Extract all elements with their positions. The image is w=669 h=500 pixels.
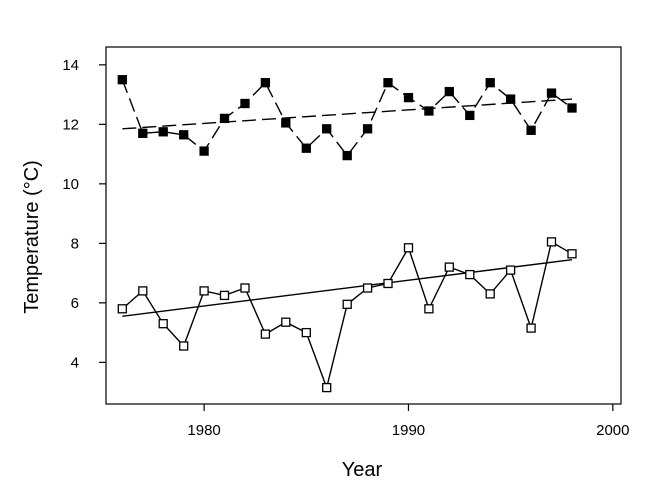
data-point — [505, 94, 516, 104]
data-point — [526, 323, 536, 333]
series-line — [121, 79, 573, 157]
trend-line — [122, 259, 573, 317]
y-tick-label: 6 — [71, 295, 79, 312]
data-point — [199, 286, 209, 296]
trend-lines — [122, 98, 573, 317]
data-point — [158, 127, 168, 137]
data-point — [281, 118, 291, 128]
data-point — [424, 106, 434, 116]
x-tick-label: 1980 — [187, 422, 220, 439]
data-point — [383, 78, 393, 88]
data-point — [485, 78, 495, 88]
data-point — [301, 143, 311, 153]
data-point — [526, 125, 536, 135]
data-point — [383, 278, 393, 289]
data-point — [567, 103, 577, 113]
data-point — [465, 110, 475, 121]
data-point — [301, 327, 311, 338]
data-point — [260, 329, 271, 339]
y-tick-label: 4 — [71, 354, 79, 371]
plot-frame — [105, 46, 622, 405]
data-point — [444, 262, 454, 272]
data-point — [403, 243, 414, 253]
y-axis-title: Temperature (°C) — [21, 160, 43, 314]
data-point — [219, 290, 230, 301]
data-series — [117, 75, 577, 393]
data-point — [485, 289, 495, 299]
data-point — [199, 146, 209, 156]
series-filled-squares — [117, 75, 577, 161]
data-point — [424, 304, 434, 314]
data-point — [505, 265, 516, 275]
data-point — [158, 319, 168, 329]
data-point — [444, 86, 454, 97]
y-tick-label: 12 — [62, 116, 79, 133]
series-open-squares — [117, 237, 577, 393]
y-tick-label: 14 — [62, 57, 79, 74]
data-point — [117, 304, 127, 314]
y-tick-label: 10 — [62, 176, 79, 193]
series-line — [121, 240, 573, 390]
trend-line — [122, 98, 572, 130]
data-point — [342, 299, 352, 309]
data-point — [322, 124, 332, 134]
data-point — [546, 88, 557, 98]
data-point — [179, 130, 189, 140]
data-point — [362, 283, 373, 293]
x-axis-title: Year — [342, 459, 383, 481]
data-point — [567, 249, 577, 259]
data-point — [138, 286, 148, 296]
data-point — [403, 92, 414, 103]
data-point — [362, 124, 373, 134]
y-tick-label: 8 — [71, 235, 79, 252]
axes: 1980 1990 2000 4 6 8 10 12 14 — [62, 57, 629, 439]
data-point — [219, 113, 230, 124]
x-tick-label: 2000 — [596, 422, 629, 439]
data-point — [322, 382, 332, 393]
data-point — [465, 269, 475, 280]
data-point — [240, 98, 250, 109]
data-point — [546, 237, 557, 247]
data-point — [179, 341, 189, 351]
x-tick-label: 1990 — [392, 422, 425, 439]
data-point — [281, 317, 291, 327]
data-point — [117, 75, 127, 85]
data-point — [240, 283, 250, 293]
data-point — [138, 128, 148, 138]
data-point — [342, 150, 352, 161]
data-point — [260, 78, 271, 88]
